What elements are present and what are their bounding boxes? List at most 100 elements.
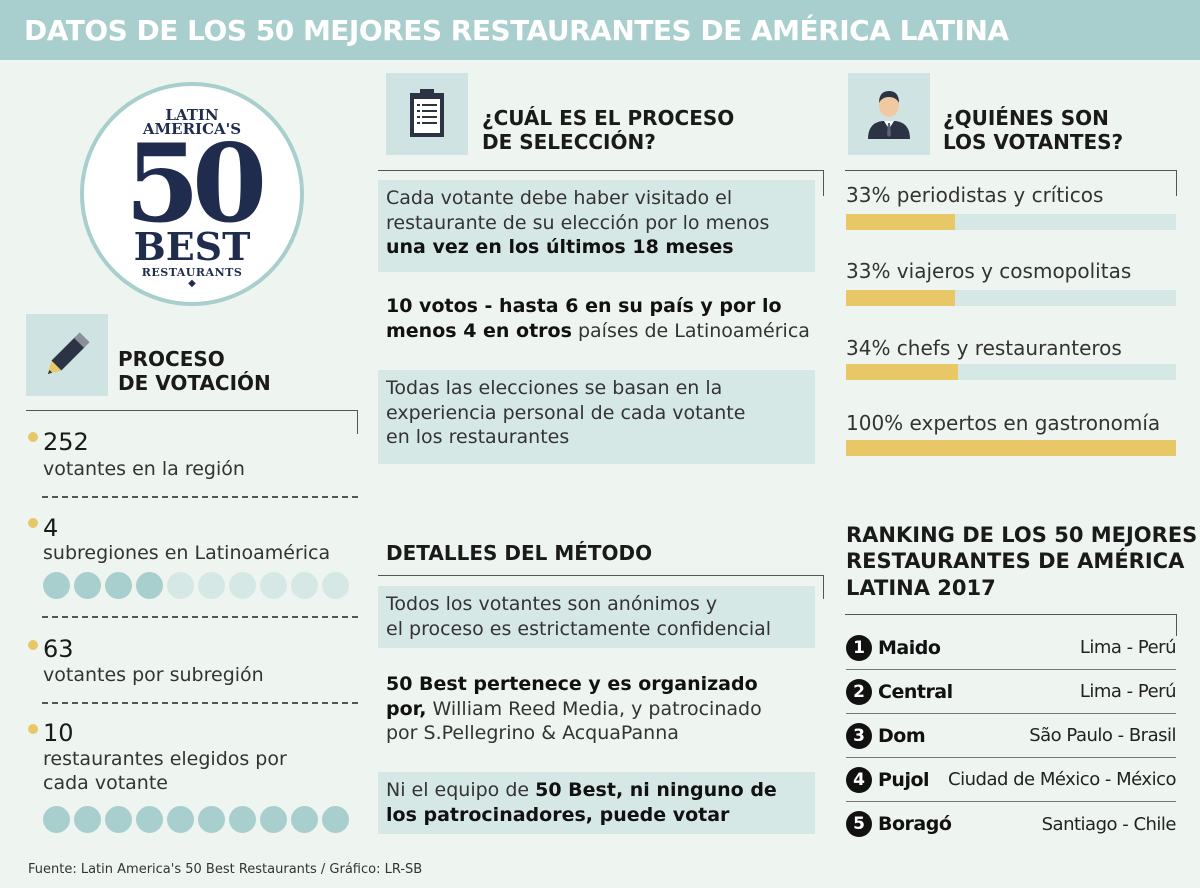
voter-bar-fill xyxy=(846,214,955,230)
selection-box-experience: Todas las elecciones se basan en la expe… xyxy=(378,370,815,464)
bullet-dot xyxy=(28,432,38,442)
method-box1-line2: el proceso es estrictamente confidencial xyxy=(386,617,772,640)
circle-filled xyxy=(74,806,101,833)
voter-group-label: 34% chefs y restauranteros xyxy=(846,336,1122,360)
circle-filled xyxy=(167,806,194,833)
rank-number-badge: 4 xyxy=(846,766,872,793)
selection-votes-line2: países de Latinoamérica xyxy=(571,319,810,342)
restaurant-name: Boragó xyxy=(878,813,952,835)
ranking-row: 1 Maido Lima - Perú xyxy=(846,626,1177,670)
ranking-title-line1: RANKING DE LOS 50 MEJORES xyxy=(846,523,1198,547)
method-box1-line1: Todos los votantes son anónimos y xyxy=(386,593,718,615)
ranking-row: 2 Central Lima - Perú xyxy=(846,670,1177,714)
circle-filled xyxy=(260,806,287,833)
selection-box1-line2: restaurante de su elección por lo menos xyxy=(386,211,770,234)
method-title: DETALLES DEL MÉTODO xyxy=(386,541,653,565)
selection-box1-line1: Cada votante debe haber visitado el xyxy=(386,187,733,209)
voters-subregion-desc: votantes por subregión xyxy=(43,664,264,686)
ranking-title-line3: LATINA 2017 xyxy=(846,575,996,600)
voter-bar-fill xyxy=(846,364,959,380)
subregions-circles xyxy=(43,572,349,599)
circle-empty xyxy=(260,572,287,599)
ranking-row: 3 Dom São Paulo - Brasil xyxy=(846,714,1176,758)
ranking-corner-line xyxy=(845,614,1177,636)
circle-filled xyxy=(105,572,132,599)
selection-votes-line1: 10 votos - hasta 6 en su país y por lo xyxy=(386,295,782,317)
businessman-icon xyxy=(868,91,910,139)
person-icon-box xyxy=(848,73,930,155)
voter-group-label: 100% expertos en gastronomía xyxy=(846,411,1161,435)
clipboard-icon xyxy=(410,89,444,137)
circle-empty xyxy=(167,572,194,599)
voter-bar-fill xyxy=(846,440,1176,456)
logo-line2: AMERICA'S xyxy=(142,120,242,138)
voter-bar-track xyxy=(846,440,1176,456)
selection-corner-line xyxy=(378,170,824,196)
bullet-dot xyxy=(28,724,38,734)
restaurant-location: Lima - Perú xyxy=(1079,681,1177,702)
voters-region-desc: votantes en la región xyxy=(43,458,245,480)
circle-filled xyxy=(229,806,256,833)
circle-empty xyxy=(322,572,349,599)
restaurant-name: Pujol xyxy=(878,768,930,791)
method-box-no-vote: Ni el equipo de 50 Best, ni ninguno de l… xyxy=(378,772,815,834)
logo-line6: ◆ xyxy=(188,278,196,289)
circle-filled xyxy=(136,572,163,599)
method-organizer-line1: 50 Best pertenece y es organizado xyxy=(386,673,758,695)
voter-bar-fill xyxy=(846,290,955,306)
restaurants-chosen-desc-line1: restaurantes elegidos por xyxy=(43,748,287,770)
circle-filled xyxy=(198,806,225,833)
ranking-list: 1 Maido Lima - Perú 2 Central Lima - Per… xyxy=(846,626,1177,846)
rank-number-badge: 2 xyxy=(846,678,872,705)
restaurants-chosen-desc-line2: cada votante xyxy=(43,771,168,794)
circle-filled xyxy=(74,572,101,599)
voting-title: PROCESO DE VOTACIÓN xyxy=(118,347,271,395)
voters-corner-line xyxy=(845,170,1177,196)
bullet-dot xyxy=(28,640,38,650)
voter-bar-track xyxy=(846,290,1176,306)
selection-box1-line3: una vez en los últimos 18 meses xyxy=(386,236,734,259)
restaurant-location: São Paulo - Brasil xyxy=(1029,725,1176,746)
circle-filled xyxy=(43,572,70,599)
circle-empty xyxy=(198,572,225,599)
method-box3-line1: Ni el equipo de xyxy=(386,779,536,801)
pencil-icon xyxy=(47,332,90,375)
clipboard-icon-box xyxy=(386,73,468,155)
header-banner: DATOS DE LOS 50 MEJORES RESTAURANTES DE … xyxy=(0,0,1200,60)
method-organizer-line2: William Reed Media, y patrocinado xyxy=(426,697,762,720)
rank-number-badge: 3 xyxy=(846,722,872,749)
restaurants-circles xyxy=(43,806,349,833)
method-box-anonymous: Todos los votantes son anónimos y el pro… xyxy=(378,586,815,648)
restaurants-chosen-desc: restaurantes elegidos por cada votante xyxy=(43,748,287,796)
logo-line5: RESTAURANTS xyxy=(141,266,243,279)
restaurants-chosen-number: 10 xyxy=(43,719,74,747)
divider xyxy=(42,702,358,704)
selection-title-line2: DE SELECCIÓN? xyxy=(482,130,656,154)
selection-title-line1: ¿CUÁL ES EL PROCESO xyxy=(482,106,735,130)
ranking-title-line2: RESTAURANTES DE AMÉRICA xyxy=(846,549,1185,574)
pencil-icon-box xyxy=(26,314,108,396)
divider xyxy=(42,496,358,498)
voter-bar-track xyxy=(846,364,1176,380)
voter-bar-track xyxy=(846,214,1176,230)
voters-region-number: 252 xyxy=(43,428,89,456)
logo-line4: BEST xyxy=(133,224,251,269)
voting-title-line1: PROCESO xyxy=(118,347,225,371)
restaurant-location: Ciudad de México - México xyxy=(948,769,1176,790)
selection-votes-line2-bold: menos 4 en otros xyxy=(386,319,572,342)
restaurant-location: Lima - Perú xyxy=(1079,637,1177,658)
circle-empty xyxy=(229,572,256,599)
restaurant-name: Central xyxy=(878,680,953,703)
rank-number-badge: 5 xyxy=(846,811,872,837)
source-credit: Fuente: Latin America's 50 Best Restaura… xyxy=(28,862,423,877)
circle-empty xyxy=(291,572,318,599)
bullet-dot xyxy=(28,518,38,528)
subregions-number: 4 xyxy=(43,514,59,542)
method-corner-line xyxy=(378,575,824,599)
circle-filled xyxy=(322,806,349,833)
voters-title-line2: LOS VOTANTES? xyxy=(943,130,1124,154)
selection-box-visited: Cada votante debe haber visitado el rest… xyxy=(378,180,815,272)
page-title: DATOS DE LOS 50 MEJORES RESTAURANTES DE … xyxy=(24,14,1009,47)
voters-title-line1: ¿QUIÉNES SON xyxy=(943,106,1109,130)
circle-filled xyxy=(43,806,70,833)
